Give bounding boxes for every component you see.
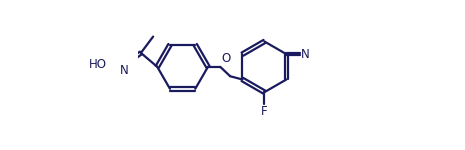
Text: O: O [221,52,230,65]
Text: HO: HO [89,58,107,71]
Text: F: F [261,105,268,118]
Text: N: N [120,64,129,77]
Text: N: N [301,48,310,61]
